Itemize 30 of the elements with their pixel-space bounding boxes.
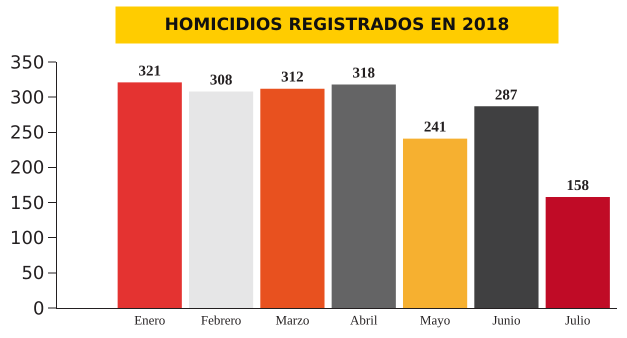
x-tick-label: Enero xyxy=(134,312,166,328)
bar xyxy=(260,88,325,308)
x-tick-label: Marzo xyxy=(275,312,310,328)
bar xyxy=(118,82,182,308)
bar xyxy=(332,84,396,308)
y-tick-label: 0 xyxy=(32,298,44,320)
x-tick-label: Abril xyxy=(350,312,378,328)
bar xyxy=(188,92,254,308)
y-tick-label: 100 xyxy=(10,228,44,250)
y-tick-label: 50 xyxy=(21,263,44,284)
y-tick-label: 250 xyxy=(10,122,44,144)
data-label: 312 xyxy=(281,70,304,86)
data-label: 241 xyxy=(424,120,446,136)
bar xyxy=(402,138,468,308)
y-tick-label: 300 xyxy=(10,87,44,108)
y-tick-label: 150 xyxy=(10,192,44,214)
data-label: 321 xyxy=(138,63,161,80)
bar xyxy=(474,106,539,308)
y-tick-label: 350 xyxy=(10,52,44,74)
x-tick-label: Mayo xyxy=(420,312,450,328)
data-label: 158 xyxy=(566,178,590,194)
x-tick-label: Febrero xyxy=(200,312,242,328)
y-tick-label: 200 xyxy=(10,158,44,179)
bar xyxy=(546,196,610,308)
data-label: 287 xyxy=(494,87,518,104)
data-label: 318 xyxy=(352,65,375,82)
data-label: 308 xyxy=(210,72,232,89)
chart-title: HOMICIDIOS REGISTRADOS EN 2018 xyxy=(164,15,510,35)
x-tick-label: Junio xyxy=(492,312,521,328)
x-tick-label: Julio xyxy=(565,312,590,328)
